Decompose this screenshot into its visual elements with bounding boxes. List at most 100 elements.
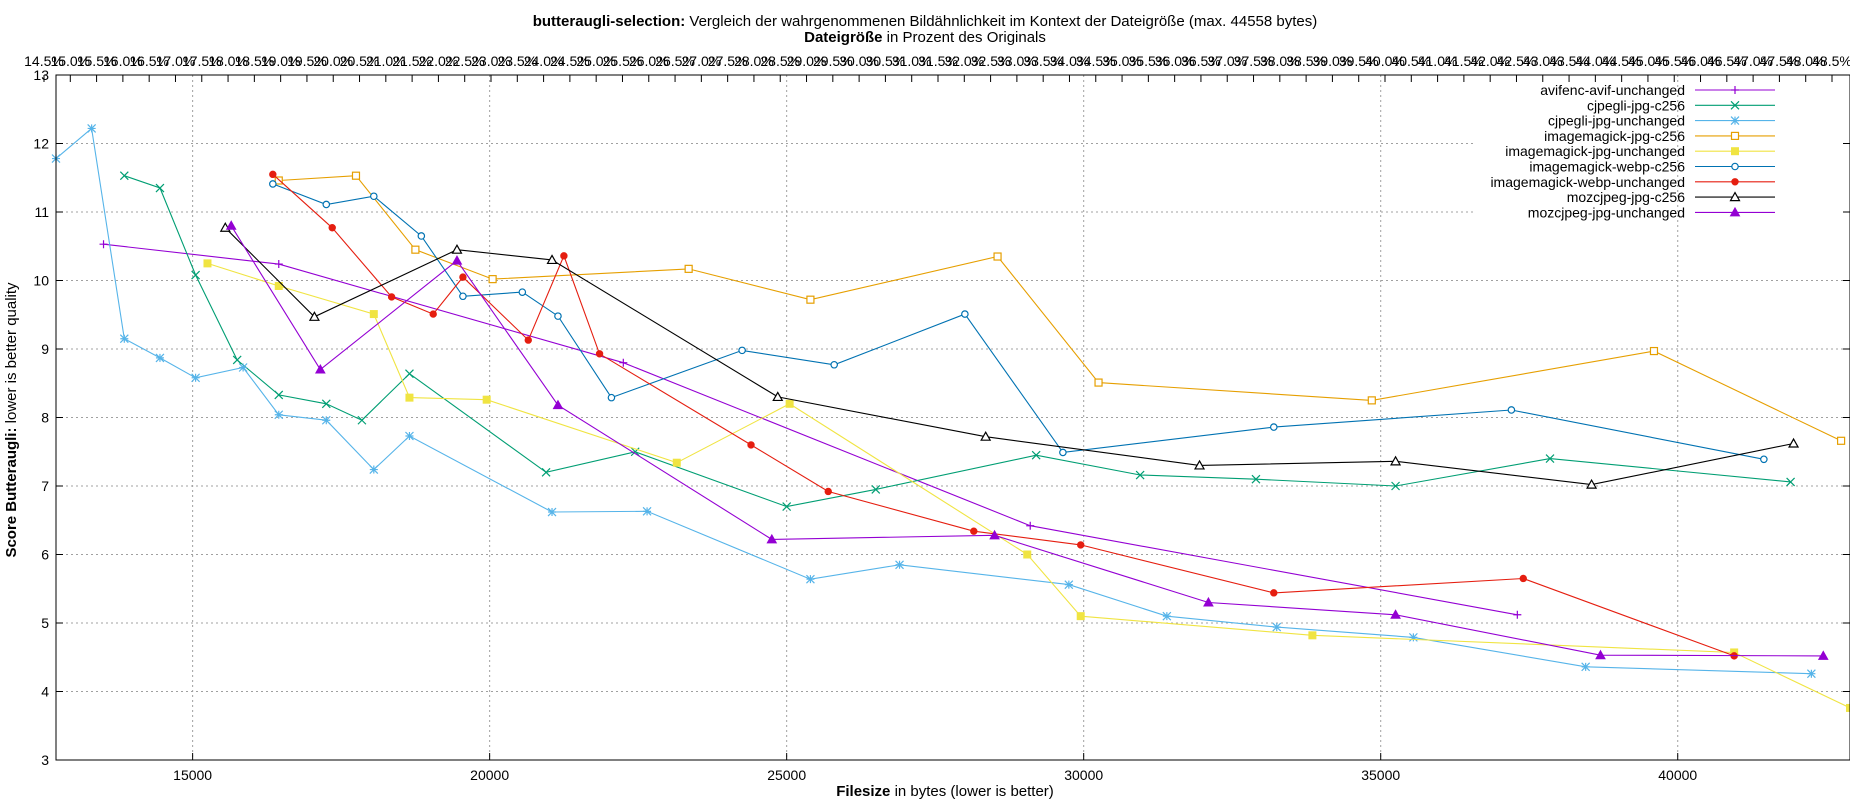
data-point <box>1806 669 1816 679</box>
x2-tick-label: 17.5% <box>182 53 222 69</box>
x2-tick-label: 31.5% <box>918 53 958 69</box>
x2-tick-label: 26.0% <box>629 53 669 69</box>
data-point <box>738 346 746 355</box>
legend-marker <box>1731 86 1739 94</box>
data-point <box>630 447 640 457</box>
x2-tick-label: 34.0% <box>1050 53 1090 69</box>
data-point <box>619 358 628 367</box>
data-point <box>451 255 463 265</box>
data-point <box>1817 650 1829 660</box>
data-point <box>1390 609 1401 619</box>
y-tick-label: 6 <box>41 547 49 563</box>
data-point <box>595 350 604 358</box>
x2-tick-label: 36.0% <box>1155 53 1195 69</box>
chart-subtitle: Dateigröße in Prozent des Originals <box>804 29 1046 46</box>
data-point <box>1545 454 1555 464</box>
data-point <box>225 220 237 230</box>
x2-tick-label: 33.5% <box>1023 53 1063 69</box>
data-point <box>370 192 378 201</box>
x2-tick-label: 21.5% <box>392 53 432 69</box>
data-point <box>459 292 467 301</box>
data-point <box>405 393 414 402</box>
data-point <box>785 399 794 408</box>
x2-tick-label: 45.5% <box>1654 53 1694 69</box>
data-point <box>747 441 755 449</box>
data-point <box>1308 631 1317 640</box>
data-point <box>87 124 97 133</box>
data-point <box>191 270 201 280</box>
data-point <box>369 465 379 474</box>
data-point <box>806 574 815 584</box>
x2-tick-label: 42.0% <box>1470 53 1510 69</box>
data-point <box>524 336 532 344</box>
x2-tick-label: 27.0% <box>682 53 722 69</box>
data-point <box>1649 346 1659 356</box>
legend-label: avifenc-avif-unchanged <box>1540 82 1685 98</box>
data-point <box>411 245 420 254</box>
y-axis-label-rest: lower is better quality <box>3 282 20 428</box>
data-point <box>547 507 557 517</box>
legend-label: imagemagick-jpg-unchanged <box>1505 143 1685 159</box>
data-point <box>369 310 378 319</box>
x2-tick-label: 36.5% <box>1181 53 1221 69</box>
x-tick-label: 35000 <box>1361 767 1400 783</box>
data-point <box>274 281 283 290</box>
x-axis-label-bold: Filesize <box>836 783 890 800</box>
data-point <box>482 395 491 404</box>
x-tick-label: 30000 <box>1064 767 1103 783</box>
data-point <box>1269 423 1278 431</box>
data-point <box>238 363 248 372</box>
data-point <box>488 275 497 284</box>
data-point <box>895 560 904 570</box>
data-point <box>993 252 1002 261</box>
legend: avifenc-avif-unchangedcjpegli-jpg-c256cj… <box>1490 82 1775 220</box>
data-point <box>554 312 562 320</box>
data-point <box>99 240 108 249</box>
x2-tick-label: 16.5% <box>129 53 169 69</box>
data-point <box>232 355 242 365</box>
x2-tick-label: 28.0% <box>734 53 774 69</box>
y-tick-label: 13 <box>33 67 49 83</box>
x2-tick-label: 15.5% <box>77 53 117 69</box>
x-tick-label: 15000 <box>173 767 212 783</box>
data-point <box>684 264 693 273</box>
y-tick-label: 9 <box>41 341 49 357</box>
x-tick-label: 20000 <box>470 767 509 783</box>
data-point <box>961 310 969 318</box>
data-point <box>871 485 881 494</box>
data-point <box>1026 521 1035 530</box>
data-point <box>989 529 1000 540</box>
x2-tick-label: 48.5% <box>1812 53 1850 69</box>
data-point <box>518 288 527 296</box>
y-tick-label: 8 <box>41 410 49 426</box>
x2-tick-label: 20.5% <box>340 53 380 69</box>
data-point <box>308 311 320 321</box>
x2-tick-label: 40.0% <box>1365 53 1405 69</box>
series-line <box>124 175 1791 508</box>
data-point <box>155 183 165 193</box>
x2-tick-label: 23.5% <box>497 53 537 69</box>
data-point <box>1023 550 1032 559</box>
x2-tick-label: 19.0% <box>261 53 301 69</box>
legend-label: cjpegli-jpg-unchanged <box>1548 113 1685 129</box>
legend-label: imagemagick-webp-c256 <box>1529 159 1685 175</box>
data-point <box>1408 632 1418 642</box>
data-point <box>459 273 467 281</box>
series-cjpegli-jpg-unchanged <box>51 124 1816 679</box>
x2-tick-label: 33.0% <box>997 53 1037 69</box>
data-point <box>1367 396 1376 405</box>
data-point <box>1064 580 1074 590</box>
x2-tick-label: 34.5% <box>1076 53 1116 69</box>
x2-tick-label: 46.5% <box>1707 53 1747 69</box>
data-point <box>314 364 326 374</box>
series-imagemagick-jpg-c256 <box>274 171 1846 445</box>
x2-tick-label: 47.0% <box>1733 53 1773 69</box>
series-mozcjpeg-jpg-unchanged <box>225 220 1829 660</box>
x2-tick-label: 37.0% <box>1207 53 1247 69</box>
series-line <box>55 127 1812 675</box>
legend-marker <box>1729 191 1741 202</box>
series-line <box>224 227 1794 486</box>
data-point <box>806 295 815 304</box>
x-tick-label: 40000 <box>1658 767 1697 783</box>
data-point <box>429 310 437 318</box>
